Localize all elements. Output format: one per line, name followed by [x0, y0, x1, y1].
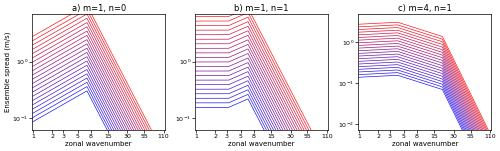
Title: c) m=4, n=1: c) m=4, n=1 [398, 4, 452, 13]
Y-axis label: Ensemble spread (m/s): Ensemble spread (m/s) [4, 32, 10, 112]
Title: b) m=1, n=1: b) m=1, n=1 [234, 4, 289, 13]
Title: a) m=1, n=0: a) m=1, n=0 [72, 4, 126, 13]
X-axis label: zonal wavenumber: zonal wavenumber [392, 141, 458, 147]
X-axis label: zonal wavenumber: zonal wavenumber [228, 141, 295, 147]
X-axis label: zonal wavenumber: zonal wavenumber [66, 141, 132, 147]
